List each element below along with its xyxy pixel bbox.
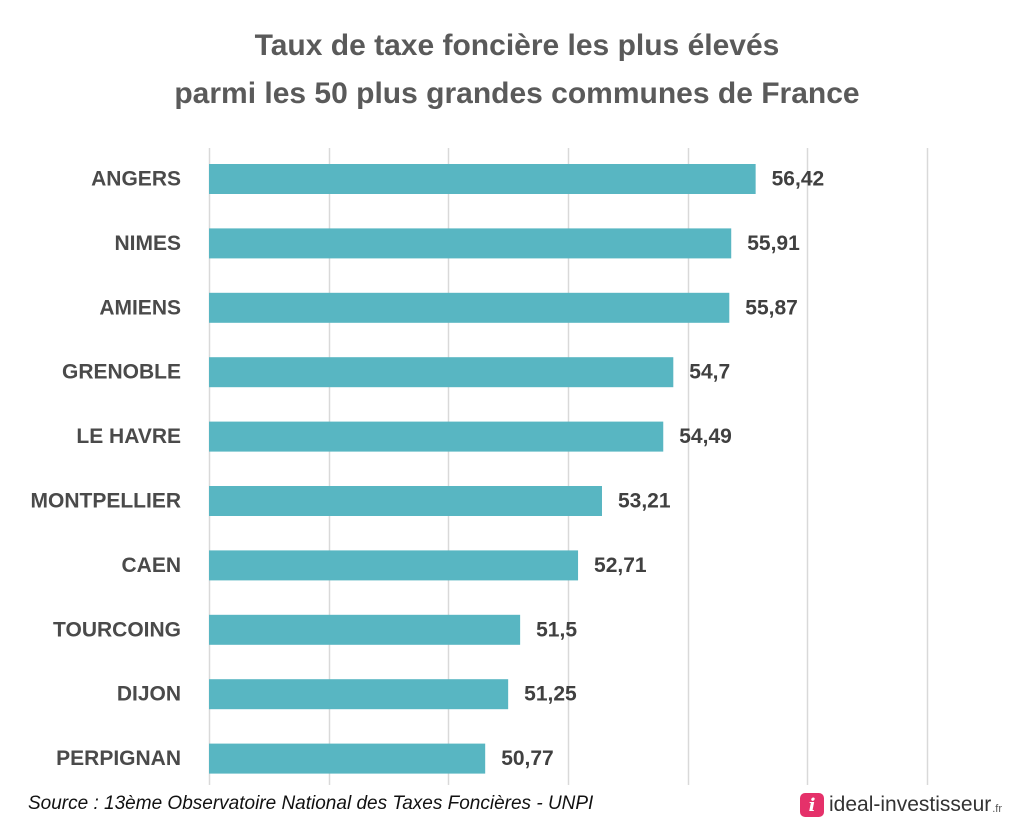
value-label-9: 50,77 (501, 747, 554, 770)
chart-title-line-1: Taux de taxe foncière les plus élevés (254, 29, 780, 62)
bar-2 (209, 292, 730, 323)
category-label-7: TOURCOING (53, 618, 181, 641)
chart-title-line-2: parmi les 50 plus grandes communes de Fr… (174, 77, 860, 110)
bar-5 (209, 486, 602, 516)
brand-tld: .fr (992, 803, 1003, 815)
value-label-2: 55,87 (745, 296, 798, 319)
bar-9 (209, 743, 486, 774)
category-label-1: NIMES (114, 232, 181, 255)
brand-name: ideal-investisseur (829, 793, 992, 816)
value-label-1: 55,91 (747, 232, 800, 255)
chart-title: Taux de taxe foncière les plus élevés pa… (0, 22, 1034, 118)
category-label-2: AMIENS (99, 296, 181, 319)
category-label-9: PERPIGNAN (56, 747, 181, 770)
brand-i-icon: i (800, 793, 824, 817)
bar-6 (209, 550, 579, 581)
bar-4 (209, 421, 664, 452)
brand-logo: i ideal-investisseur .fr (800, 790, 1002, 820)
value-label-3: 54,7 (689, 361, 730, 384)
bar-1 (209, 228, 732, 259)
value-label-4: 54,49 (679, 425, 732, 448)
category-label-4: LE HAVRE (76, 425, 181, 448)
bar-3 (209, 357, 674, 388)
bar-0 (209, 164, 756, 194)
bar-8 (209, 679, 509, 710)
value-label-5: 53,21 (618, 490, 671, 513)
category-label-0: ANGERS (91, 168, 181, 191)
source-note: Source : 13ème Observatoire National des… (28, 793, 594, 814)
category-label-8: DIJON (117, 683, 181, 706)
category-label-6: CAEN (121, 554, 181, 577)
value-label-6: 52,71 (594, 554, 647, 577)
value-label-0: 56,42 (772, 168, 825, 191)
value-label-8: 51,25 (524, 683, 577, 706)
category-label-3: GRENOBLE (62, 361, 181, 384)
category-label-5: MONTPELLIER (31, 490, 182, 513)
bar-7 (209, 614, 521, 645)
value-label-7: 51,5 (536, 618, 577, 641)
